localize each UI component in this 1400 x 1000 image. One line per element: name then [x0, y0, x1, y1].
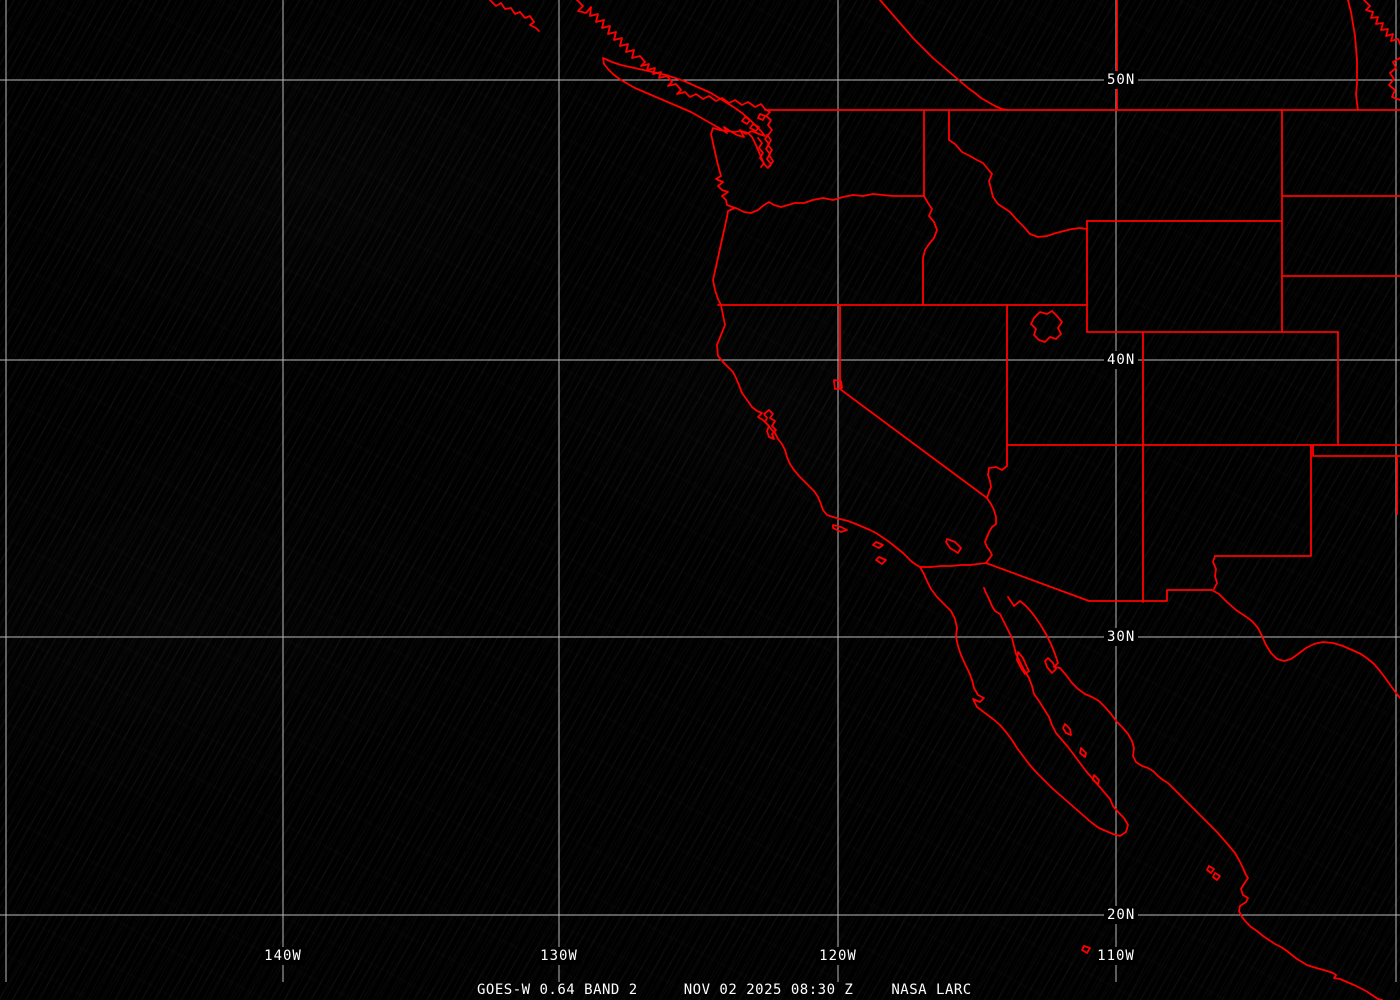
map-islands-san-juan	[741, 113, 766, 132]
map-coast-us-pacific	[710, 108, 921, 568]
map-coast-baja-west	[919, 566, 1129, 837]
map-border-us-mexico	[919, 562, 1400, 699]
map-river-colorado-ca-az	[984, 497, 997, 564]
lat-label-50N: 50N	[1104, 71, 1139, 89]
image-caption: GOES-W 0.64 BAND 2 NOV 02 2025 08:30 Z N…	[477, 982, 972, 998]
map-coast-bc-north-chain	[489, 0, 540, 32]
map-island-socorro	[1081, 945, 1091, 954]
map-border-wa-or-columbia	[735, 193, 925, 214]
lat-label-30N: 30N	[1104, 628, 1139, 646]
map-sea-salton	[945, 538, 962, 554]
lon-label-130W: 130W	[537, 947, 581, 965]
map-border-or-id-snake	[922, 195, 938, 306]
map-border-nv-az	[986, 444, 1008, 499]
lat-label-40N: 40N	[1104, 351, 1139, 369]
map-lakes-manitoba	[1363, 0, 1400, 101]
map-border-id-mt	[948, 109, 1088, 238]
map-islands-marias	[1206, 865, 1221, 881]
geography-outlines	[489, 0, 1400, 1000]
lon-label-110W: 110W	[1094, 947, 1138, 965]
lon-label-140W: 140W	[261, 947, 305, 965]
map-coast-sonora-sinaloa	[1007, 596, 1383, 1000]
map-border-nm-tx	[1212, 444, 1312, 590]
map-lake-great-salt	[1030, 310, 1063, 343]
map-border-bc-ab	[879, 0, 1008, 111]
map-islands-gulf-california	[1016, 651, 1100, 785]
map-island-vancouver	[602, 57, 766, 138]
caption-product: GOES-W 0.64 BAND 2	[477, 982, 638, 998]
map-bay-san-francisco	[763, 409, 777, 440]
caption-timestamp: NOV 02 2025 08:30 Z	[683, 982, 854, 998]
map-islands-channel	[832, 524, 887, 565]
map-coast-bc-mainland	[576, 0, 766, 110]
caption-credit: NASA LARC	[891, 982, 972, 998]
map-coast-baja-east	[983, 587, 1111, 800]
lon-label-120W: 120W	[816, 947, 860, 965]
map-border-ok-tx	[1312, 444, 1400, 457]
map-border-sk-mb	[1347, 0, 1359, 111]
lat-label-20N: 20N	[1104, 906, 1139, 924]
map-border-ca-nv	[839, 304, 988, 499]
